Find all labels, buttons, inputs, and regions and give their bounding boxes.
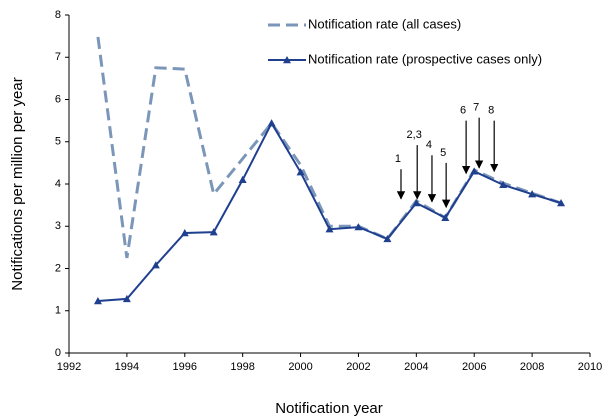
annotation-label: 4: [426, 139, 432, 151]
series-line: [96, 36, 562, 259]
y-tick-label: 2: [55, 262, 61, 274]
point: [325, 225, 334, 233]
x-tick-label: 1998: [230, 361, 254, 373]
point: [383, 234, 392, 243]
annotation-label: 8: [488, 105, 494, 117]
x-tick-label: 1994: [115, 361, 139, 373]
annotation-label: 5: [440, 147, 446, 159]
point: [499, 180, 508, 189]
x-tick-label: 2006: [462, 361, 486, 373]
legend-marker: [283, 56, 291, 64]
point: [296, 168, 305, 176]
point: [441, 213, 450, 221]
point: [238, 175, 247, 183]
point: [412, 199, 421, 207]
y-tick-label: 5: [55, 136, 61, 148]
y-tick-label: 6: [55, 93, 61, 105]
annotation-label: 1: [395, 153, 401, 165]
point: [209, 228, 218, 236]
y-tick-label: 1: [55, 305, 61, 317]
y-tick-label: 4: [55, 178, 61, 190]
point: [122, 294, 131, 303]
point: [180, 229, 189, 237]
x-axis-label: Notification year: [275, 400, 383, 417]
x-tick-label: 2000: [288, 361, 312, 373]
point: [151, 261, 160, 269]
x-tick-label: 1992: [57, 361, 81, 373]
annotation-label: 6: [460, 105, 466, 117]
annotation-label: 7: [473, 102, 479, 114]
x-tick-label: 2010: [578, 361, 602, 373]
annotation-label: 2,3: [407, 129, 422, 141]
point: [557, 199, 566, 207]
point: [528, 190, 537, 198]
x-tick-label: 2004: [404, 361, 428, 373]
y-tick-label: 8: [55, 9, 61, 21]
y-tick-label: 7: [55, 51, 61, 63]
y-axis-label: Notifications per million per year: [9, 77, 26, 290]
x-tick-label: 2008: [520, 361, 544, 373]
series-line: [97, 121, 562, 303]
point: [470, 167, 479, 175]
point: [93, 297, 102, 305]
x-tick-label: 2002: [346, 361, 370, 373]
point: [354, 223, 363, 231]
legend-label: Notification rate (all cases): [308, 16, 461, 31]
point: [267, 119, 276, 127]
y-tick-label: 0: [55, 347, 61, 359]
y-tick-label: 3: [55, 220, 61, 232]
x-tick-label: 1996: [173, 361, 197, 373]
legend-label: Notification rate (prospective cases onl…: [308, 51, 542, 66]
